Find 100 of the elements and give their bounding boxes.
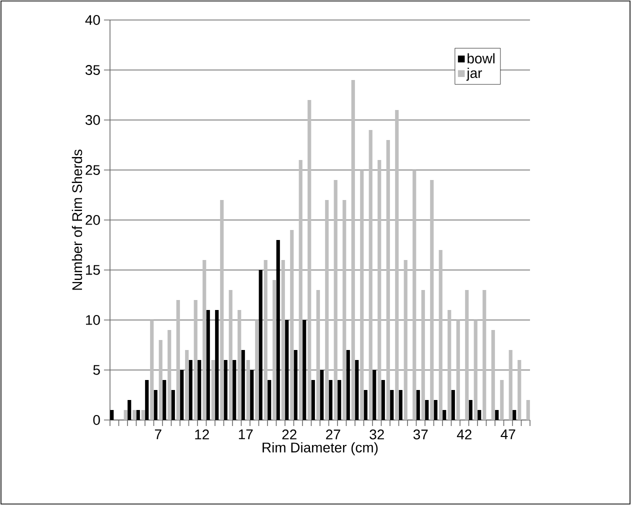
bar	[368, 130, 372, 420]
bar	[421, 290, 425, 420]
bar	[342, 200, 346, 420]
bar	[381, 380, 385, 420]
bar	[456, 320, 460, 420]
bar	[351, 80, 355, 420]
bar	[228, 290, 232, 420]
bar	[136, 410, 140, 420]
bar	[412, 170, 416, 420]
bar	[451, 390, 455, 420]
y-tick-label: 20	[86, 215, 100, 225]
bar	[220, 200, 224, 420]
bar	[232, 360, 236, 420]
bar	[258, 270, 262, 420]
x-axis-title: Rim Diameter (cm)	[262, 442, 378, 456]
bar	[168, 330, 172, 420]
bar	[145, 380, 149, 420]
bar	[320, 370, 324, 420]
bar	[162, 380, 166, 420]
x-tick-label: 47	[500, 430, 516, 440]
bar	[316, 290, 320, 420]
bar	[478, 410, 482, 420]
y-tick-label: 0	[93, 415, 100, 425]
bar	[154, 390, 158, 420]
bar	[158, 340, 162, 420]
bar	[141, 410, 145, 420]
bar	[241, 350, 245, 420]
bar	[311, 380, 315, 420]
bar	[395, 110, 399, 420]
bar	[238, 310, 242, 420]
bar	[285, 320, 289, 420]
bar	[272, 280, 276, 420]
y-tick-label: 30	[85, 115, 100, 125]
legend-label: bowl	[468, 53, 494, 64]
x-tick-label: 17	[238, 430, 253, 440]
y-tick-label: 5	[93, 365, 100, 375]
bar	[482, 290, 486, 420]
bar	[198, 360, 202, 420]
bar	[508, 350, 512, 420]
bar	[294, 350, 298, 420]
bar	[215, 310, 219, 420]
bar	[438, 250, 442, 420]
y-axis-title: Number of Rim Sherds	[72, 150, 82, 290]
y-tick-label: 15	[86, 265, 100, 275]
bar	[334, 180, 338, 420]
bar	[185, 350, 189, 420]
x-tick-label: 37	[413, 430, 428, 440]
bar	[390, 390, 394, 420]
bar	[416, 390, 420, 420]
y-tick-label: 35	[85, 65, 100, 75]
bar	[500, 380, 504, 420]
y-tick-label: 40	[85, 15, 100, 25]
bar	[468, 400, 472, 420]
bar	[268, 380, 272, 420]
bar	[434, 400, 438, 420]
bar	[211, 360, 215, 420]
bar	[372, 370, 376, 420]
bar	[188, 360, 192, 420]
bar	[398, 390, 402, 420]
bar	[298, 160, 302, 420]
bar	[425, 400, 429, 420]
x-tick-label: 27	[326, 430, 340, 440]
bar	[355, 360, 359, 420]
bar	[526, 400, 530, 420]
legend-label: jar	[466, 68, 482, 81]
bar	[346, 350, 350, 420]
bar	[264, 260, 268, 420]
bar	[171, 390, 175, 420]
bar	[124, 410, 128, 420]
bar	[290, 230, 294, 420]
bar	[491, 330, 495, 420]
y-tick-label: 25	[86, 165, 100, 175]
bar	[360, 170, 364, 420]
bar	[465, 290, 469, 420]
bar	[338, 380, 342, 420]
bar	[430, 180, 434, 420]
bar	[386, 140, 390, 420]
bar	[246, 360, 250, 420]
bar	[325, 200, 329, 420]
bar	[206, 310, 210, 420]
bar	[176, 300, 180, 420]
y-tick-label: 10	[86, 315, 100, 325]
bar	[110, 410, 114, 420]
bar	[308, 100, 312, 420]
x-tick-label: 12	[195, 430, 209, 440]
x-tick-label: 7	[154, 430, 162, 440]
bar	[224, 360, 228, 420]
bar	[495, 410, 499, 420]
bar	[276, 240, 280, 420]
bar	[518, 360, 522, 420]
x-tick-label: 22	[282, 430, 296, 440]
bar	[202, 260, 206, 420]
bar	[302, 320, 306, 420]
bar	[132, 410, 136, 420]
bar	[180, 370, 184, 420]
bar	[255, 320, 259, 420]
x-tick-label: 32	[370, 430, 384, 440]
bar	[194, 300, 198, 420]
bar	[474, 320, 478, 420]
bar	[442, 410, 446, 420]
